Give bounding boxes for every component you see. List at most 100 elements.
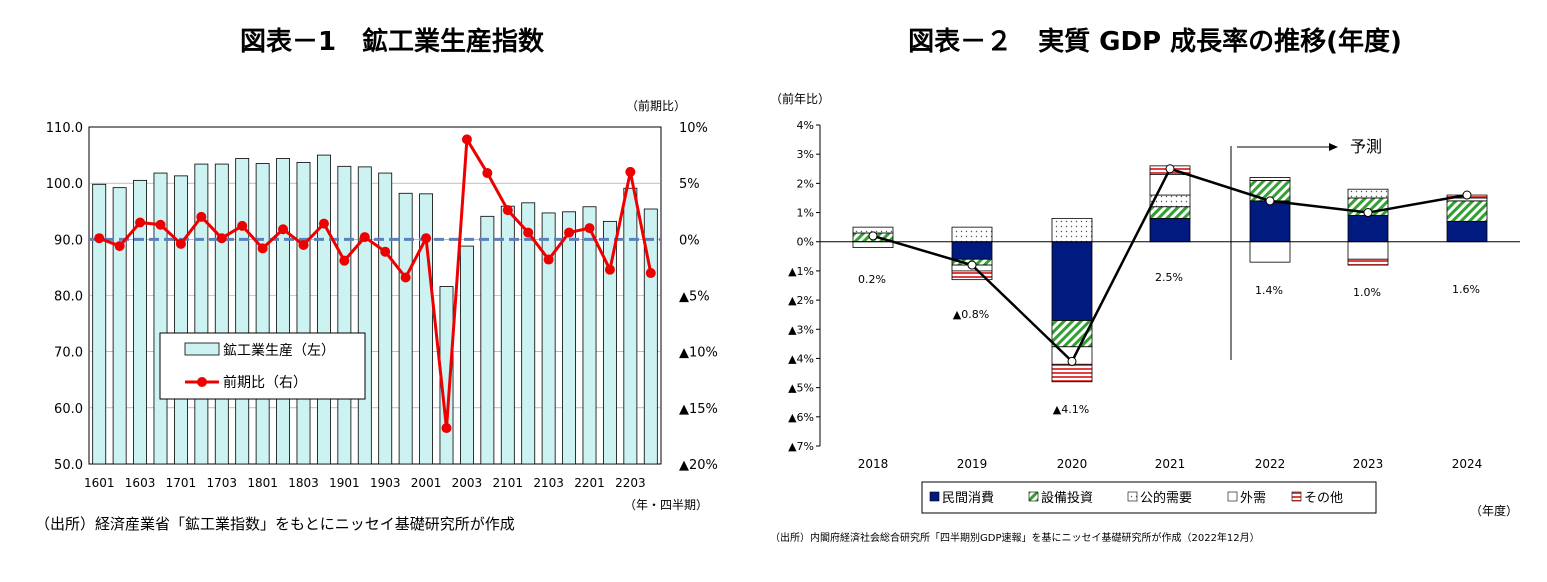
chart1-line-point (523, 227, 534, 238)
chart2-legend-other-label: その他 (1304, 491, 1343, 506)
chart1-x-tick-label: 1601 (84, 476, 115, 490)
chart1-legend-bar-label: 鉱工業生産（左） (223, 342, 335, 359)
chart1-bar (398, 192, 413, 465)
chart2-x-tick-labels: 2018 2019 2020 2021 2022 2023 2024 (858, 457, 1483, 471)
chart1-bar (378, 172, 393, 465)
chart1-right-unit: （前期比） (626, 98, 686, 113)
chart1-y2-tick-label: ▲20% (679, 458, 718, 473)
chart2-total-point (1265, 196, 1275, 206)
chart1-line-point (441, 423, 452, 434)
chart2-x-tick-label: 2019 (957, 457, 988, 471)
chart2-bar-segment-private (951, 241, 993, 260)
chart1-source: （出所）経済産業省「鉱工業指数」をもとにニッセイ基礎研究所が作成 (35, 515, 515, 533)
chart2-x-tick-label: 2018 (858, 457, 889, 471)
chart1-bar (133, 179, 148, 465)
chart1-bar (582, 206, 597, 465)
chart1-line-point (400, 272, 411, 283)
chart1-title: 図表－1 鉱工業生産指数 (240, 26, 545, 57)
chart2-legend-capex-swatch (1028, 491, 1039, 502)
chart2-x-tick-label: 2020 (1057, 457, 1088, 471)
chart2-total-label: 1.0% (1353, 286, 1381, 299)
chart2-legend-other-swatch (1291, 491, 1302, 502)
chart1-line-path (98, 134, 653, 429)
chart1-y-tick-label: 110.0 (46, 121, 83, 136)
chart1-line-point (318, 218, 329, 229)
chart2-legend-capex-label: 設備投資 (1041, 490, 1093, 506)
chart2-y-tick-label: ▲4% (788, 352, 814, 365)
chart2-y-unit: （前年比） (770, 91, 830, 106)
chart1-bar (459, 245, 474, 465)
chart1-line-point (257, 243, 268, 254)
chart1-x-tick-label: 2003 (452, 476, 483, 490)
chart2-bar-segment-capex (1149, 206, 1191, 219)
chart2-bar-segment-public (1051, 217, 1093, 243)
chart2-x-tick-label: 2024 (1452, 457, 1483, 471)
chart1-x-tick-label: 2101 (493, 476, 524, 490)
chart2-total-label: 0.2% (858, 273, 886, 286)
chart1-bar (112, 187, 127, 465)
chart1-x-tick-label: 2201 (574, 476, 605, 490)
chart2-y-tick-label: 0% (797, 236, 814, 249)
chart1-bar (521, 202, 536, 465)
chart1-bar (276, 158, 291, 465)
chart2-legend-private-swatch (929, 491, 940, 502)
chart1-y2-tick-label: ▲10% (679, 346, 718, 361)
chart1-line-point (564, 227, 575, 238)
chart1-line-point (114, 241, 125, 252)
chart1-bar (602, 220, 617, 465)
chart2-legend-net-exports-swatch (1227, 491, 1238, 502)
chart1-y2-tick-label: ▲5% (679, 290, 710, 305)
chart1-line-point (502, 205, 513, 216)
chart2-total-point (1462, 190, 1472, 200)
chart2-y-tick-label: ▲6% (788, 411, 814, 424)
chart2-total-point (1363, 208, 1373, 218)
chart1-line-series (94, 134, 656, 434)
chart1-line-point (237, 220, 248, 231)
chart2-x-tick-label: 2023 (1353, 457, 1384, 471)
chart2-bar-segment-private (1446, 220, 1488, 243)
chart1-x-tick-label: 2001 (411, 476, 442, 490)
chart1-bar (255, 163, 270, 465)
chart2-y-tick-label: ▲1% (788, 265, 814, 278)
chart2-bar-segment-other (1347, 258, 1389, 266)
chart1-y2-tick-label: ▲15% (679, 402, 718, 417)
chart2-bar-segment-other (951, 270, 993, 281)
chart1-line-point (278, 224, 289, 235)
chart2-legend-net-exports-label: 外需 (1240, 491, 1266, 506)
chart2-x-unit: （年度） (1470, 503, 1518, 518)
chart1-bar (153, 172, 168, 465)
chart2-bar-segment-private (1149, 217, 1191, 243)
chart2-total-label: ▲4.1% (1053, 403, 1089, 416)
chart2: 図表－２ 実質 GDP 成長率の推移(年度) （前年比） ▲7% ▲6% ▲5% ▲4… (770, 26, 1520, 544)
chart1-bar (316, 154, 331, 465)
chart2-y-tick-label: ▲5% (788, 382, 814, 395)
chart1-bar (357, 166, 372, 465)
chart1-line-point (94, 233, 105, 244)
chart2-y-tick-label: 3% (797, 148, 814, 161)
chart1-bar (92, 183, 107, 465)
chart1-x-tick-label: 1901 (329, 476, 360, 490)
chart2-x-tick-label: 2022 (1255, 457, 1286, 471)
chart1-legend-line-marker (197, 377, 207, 387)
chart2-bar-segment-other (1051, 363, 1093, 383)
chart2-total-point (967, 260, 977, 270)
chart1-bar (623, 187, 638, 465)
chart1-y-tick-label: 70.0 (54, 346, 83, 361)
chart2-source: （出所）内閣府経済社会総合研究所「四半期別GDP速報」を基にニッセイ基礎研究所が… (770, 531, 1260, 544)
chart1-bar (296, 161, 311, 465)
chart2-y-tick-label: 1% (797, 207, 814, 220)
chart2-bar-segment-net_exports (1149, 174, 1191, 196)
chart1-y2-tick-label: 10% (679, 121, 708, 136)
chart1-x-tick-labels: 1601 1603 1701 1703 1801 1803 1901 1903 2001 2003… (84, 476, 646, 490)
chart1-bar (173, 175, 188, 465)
chart1-y-tick-label: 50.0 (54, 458, 83, 473)
chart1-x-unit: （年・四半期） (624, 498, 708, 512)
chart1-bar (235, 158, 250, 465)
chart1-bar (541, 212, 556, 465)
chart2-y-tick-labels: ▲7% ▲6% ▲5% ▲4% ▲3% ▲2% ▲1% 0% 1% 2% 3% 4% (788, 119, 820, 453)
chart2-y-tick-label: ▲7% (788, 440, 814, 453)
chart2-title: 図表－２ 実質 GDP 成長率の推移(年度) (908, 26, 1402, 57)
chart1-bar (480, 215, 495, 465)
chart2-legend: 民間消費 設備投資 公的需要 外需 その他 (921, 481, 1377, 514)
